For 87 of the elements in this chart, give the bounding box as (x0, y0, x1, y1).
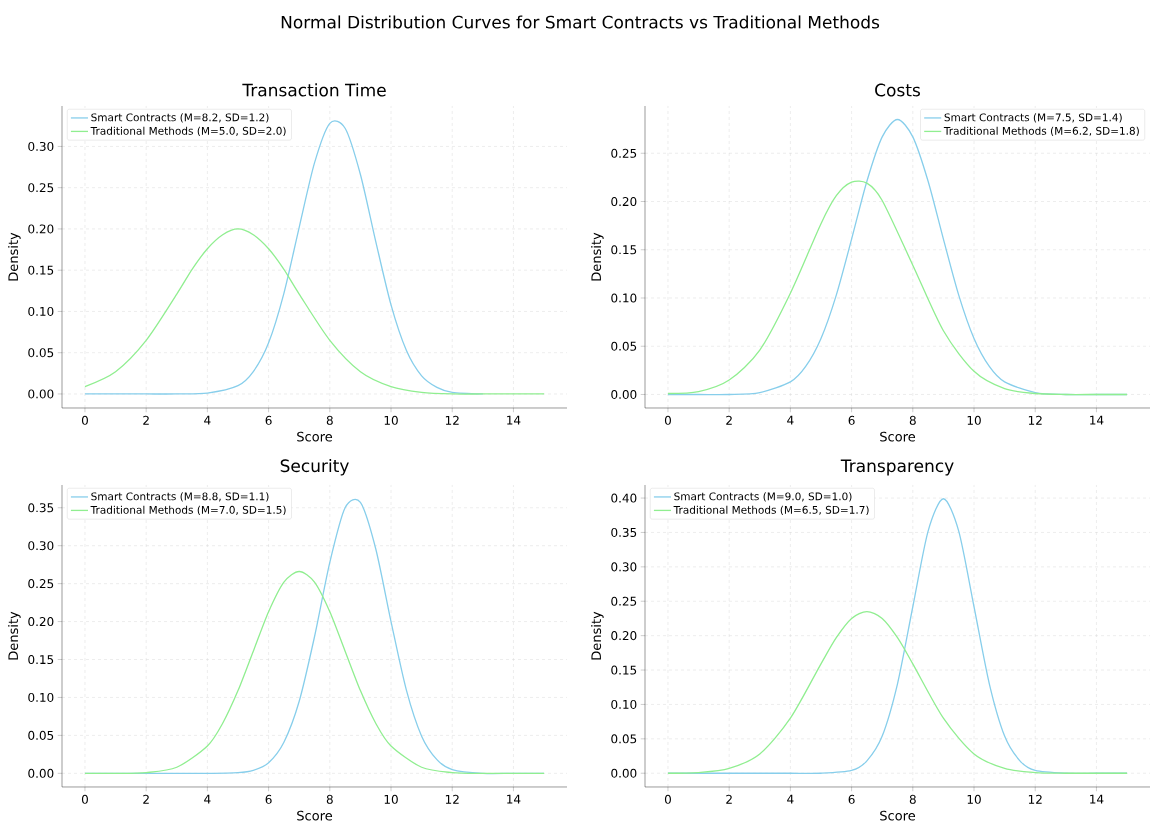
y-tick-label: 0.10 (611, 293, 637, 303)
y-tick-label: 0.35 (611, 527, 637, 537)
x-tick-label: 6 (265, 794, 272, 804)
legend-label: Traditional Methods (M=6.2, SD=1.8) (943, 126, 1139, 137)
x-tick-label: 12 (1028, 415, 1042, 425)
chart-title: Transaction Time (242, 83, 386, 97)
y-tick-label: 0.05 (28, 730, 54, 740)
chart-title: Costs (875, 83, 920, 97)
x-tick-label: 8 (909, 794, 916, 804)
y-tick-label: 0.10 (611, 699, 637, 709)
legend-label: Smart Contracts (M=7.5, SD=1.4) (944, 113, 1122, 123)
y-tick-label: 0.05 (28, 348, 54, 358)
y-tick-label: 0.25 (611, 596, 637, 606)
x-tick-label: 4 (787, 415, 794, 425)
legend-label: Smart Contracts (M=9.0, SD=1.0) (674, 492, 852, 502)
x-tick-label: 12 (445, 794, 459, 804)
x-tick-label: 14 (1090, 794, 1104, 804)
legend-label: Smart Contracts (M=8.2, SD=1.2) (91, 113, 269, 123)
y-axis-title: Density (591, 232, 604, 281)
y-tick-label: 0.20 (611, 631, 637, 641)
x-tick-label: 6 (848, 415, 855, 425)
legend-label: Smart Contracts (M=8.8, SD=1.1) (91, 492, 269, 502)
x-tick-label: 0 (664, 794, 671, 804)
y-tick-label: 0.05 (611, 734, 637, 744)
x-tick-label: 4 (204, 415, 211, 425)
y-tick-label: 0.30 (611, 562, 637, 572)
x-tick-label: 8 (326, 794, 333, 804)
y-tick-label: 0.30 (28, 141, 54, 151)
x-axis-title: Score (297, 810, 333, 821)
line-series (84, 228, 545, 395)
y-axis-title: Density (8, 232, 21, 281)
y-tick-label: 0.00 (28, 389, 54, 399)
y-tick-label: 0.20 (611, 196, 637, 207)
y-tick-label: 0.05 (611, 341, 637, 351)
y-tick-label: 0.00 (28, 768, 54, 778)
x-tick-label: 10 (384, 415, 398, 425)
x-tick-label: 2 (143, 794, 149, 804)
y-tick-label: 0.00 (611, 389, 637, 400)
legend-label: Traditional Methods (M=5.0, SD=2.0) (90, 126, 286, 137)
line-series (84, 570, 545, 775)
x-axis-title: Score (880, 810, 916, 821)
y-tick-label: 0.10 (28, 306, 54, 316)
x-axis-title: Score (880, 431, 916, 442)
x-tick-label: 12 (445, 415, 459, 425)
x-tick-label: 12 (1028, 794, 1042, 804)
chart-title: Transparency (840, 459, 954, 476)
x-tick-label: 0 (81, 415, 88, 425)
x-tick-label: 2 (726, 794, 732, 804)
x-tick-label: 14 (507, 794, 521, 804)
y-tick-label: 0.35 (28, 503, 54, 513)
x-tick-label: 10 (967, 415, 981, 425)
x-tick-label: 4 (787, 794, 794, 804)
y-tick-label: 0.40 (611, 493, 637, 503)
x-tick-label: 10 (384, 794, 398, 804)
legend-label: Traditional Methods (M=6.5, SD=1.7) (673, 505, 869, 516)
y-tick-label: 0.15 (28, 265, 54, 275)
y-tick-label: 0.15 (28, 654, 54, 665)
y-axis-title: Density (591, 611, 604, 660)
y-tick-label: 0.20 (28, 224, 54, 234)
x-tick-label: 2 (726, 415, 732, 425)
y-tick-label: 0.10 (28, 692, 54, 702)
x-tick-label: 0 (664, 415, 671, 425)
y-tick-label: 0.20 (28, 617, 54, 627)
y-tick-label: 0.30 (28, 541, 54, 551)
x-axis-title: Score (297, 431, 333, 442)
x-tick-label: 0 (81, 794, 88, 804)
x-tick-label: 6 (265, 415, 272, 425)
y-tick-label: 0.15 (611, 245, 637, 255)
y-axis-title: Density (8, 611, 21, 660)
line-series (667, 180, 1128, 396)
y-tick-label: 0.25 (28, 579, 54, 589)
x-tick-label: 8 (326, 415, 333, 425)
x-tick-label: 6 (848, 794, 855, 804)
x-tick-label: 14 (1090, 415, 1104, 425)
y-tick-label: 0.00 (611, 768, 637, 778)
line-series (667, 610, 1128, 774)
y-tick-label: 0.15 (611, 665, 637, 675)
y-tick-label: 0.25 (611, 148, 637, 158)
x-tick-label: 14 (507, 415, 521, 425)
x-tick-label: 4 (204, 794, 211, 804)
text: Normal Distribution Curves for Smart Contracts vs Traditional Methods (281, 15, 880, 29)
x-tick-label: 10 (967, 794, 981, 804)
legend-label: Traditional Methods (M=7.0, SD=1.5) (90, 505, 286, 516)
y-tick-label: 0.25 (28, 183, 54, 193)
x-tick-label: 2 (143, 415, 149, 425)
chart-title: Security (280, 459, 349, 476)
x-tick-label: 8 (909, 415, 916, 425)
